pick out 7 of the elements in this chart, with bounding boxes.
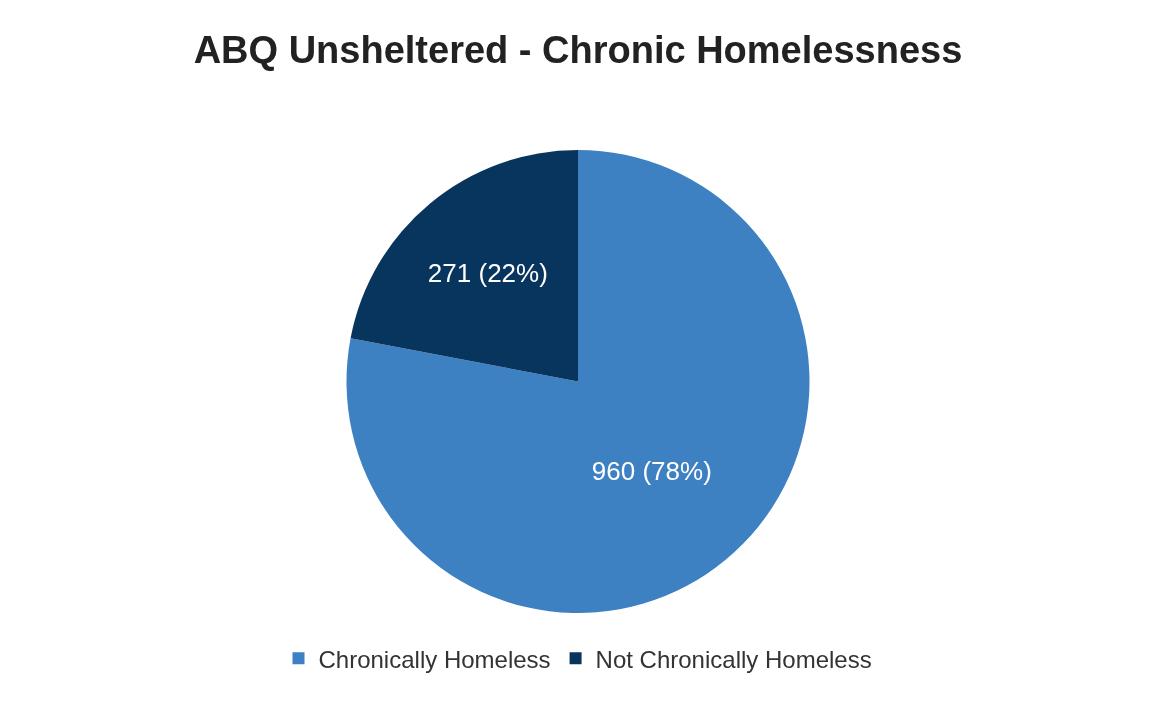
data-label: 271 (22%) [427, 257, 548, 288]
chart-title: ABQ Unsheltered - Chronic Homelessness [193, 28, 963, 71]
legend-label: Not Chronically Homeless [595, 645, 872, 673]
pie-slice [346, 150, 810, 613]
data-label: 960 (78%) [591, 455, 712, 486]
legend-label: Chronically Homeless [318, 645, 551, 673]
pie-slice [350, 150, 578, 382]
